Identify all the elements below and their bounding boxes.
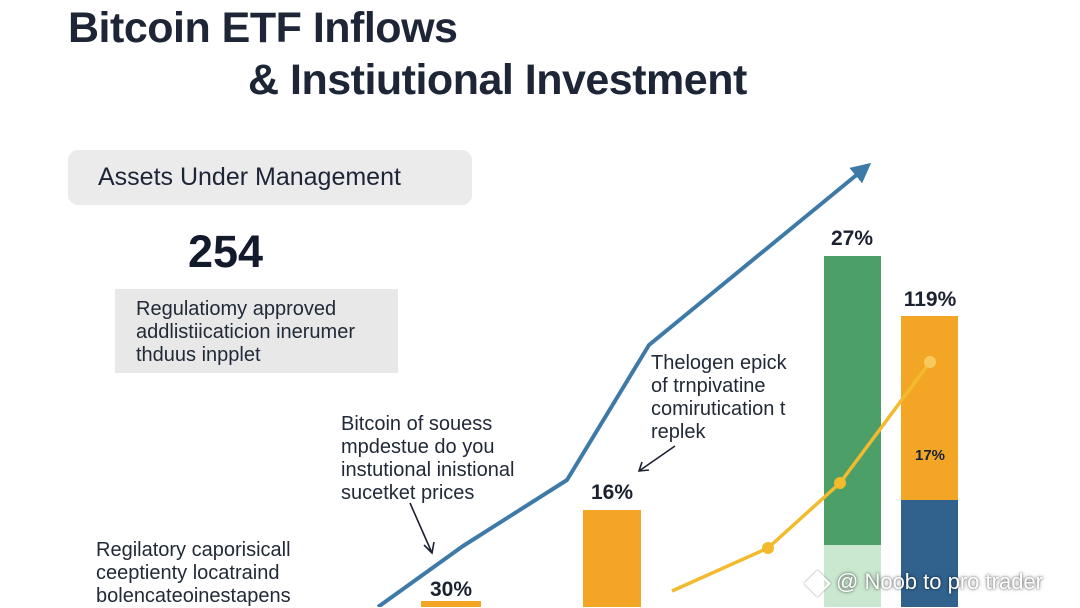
trend-note: Thelogen epick of trnpivatine comirutica… (651, 352, 787, 443)
bar-27-green (824, 256, 881, 545)
pointer-arrowhead-bitcoin (423, 541, 435, 555)
overlay-line (671, 360, 932, 593)
aum-value: 254 (188, 226, 264, 277)
pointer-line-trend (638, 445, 676, 472)
regulatory-note: Regulatiomy approved addlistiicaticion i… (136, 298, 355, 366)
regulatory-box (115, 289, 398, 373)
pointer-arrowhead-trend (637, 461, 650, 472)
title-line-1: Bitcoin ETF Inflows (68, 4, 458, 52)
bar-119-orange (901, 316, 958, 500)
bar-119-blue (901, 500, 958, 607)
overlay-point (834, 477, 846, 489)
trend-line (376, 162, 872, 607)
title-line-2: & Instiutional Investment (248, 56, 747, 104)
bar-inner-label-17: 17% (915, 447, 945, 464)
overlay-point (924, 356, 936, 368)
bar-label-16: 16% (591, 481, 633, 504)
bar-label-119: 119% (904, 288, 957, 311)
aum-label: Assets Under Management (98, 163, 401, 191)
bar-label-27: 27% (831, 227, 873, 250)
overlay-point (762, 542, 774, 554)
bottom-note: Regilatory caporisicall ceeptienty locat… (96, 539, 291, 607)
diamond-icon (804, 569, 831, 597)
bar-label-30: 30% (430, 578, 472, 601)
bar-27-light (824, 545, 881, 607)
aum-label-box (68, 150, 472, 205)
bar-16 (583, 510, 641, 607)
watermark-text: @ Noob to pro trader (836, 569, 1043, 594)
pointer-line-bitcoin (409, 502, 433, 554)
watermark: @ Noob to pro trader (804, 569, 1043, 597)
bar-30 (421, 601, 481, 607)
bitcoin-note: Bitcoin of souess mpdestue do you instut… (341, 413, 515, 504)
